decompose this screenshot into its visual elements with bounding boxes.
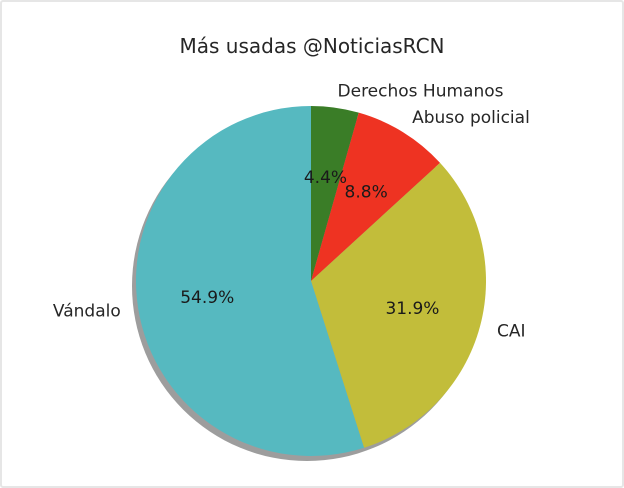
slice-label-cai: CAI xyxy=(497,322,526,342)
pie-slice-derechos-humanos xyxy=(311,106,359,281)
pie-slices xyxy=(135,106,486,456)
pie-slice-vandalo xyxy=(135,106,365,456)
slice-label-vandalo: Vándalo xyxy=(53,302,121,322)
slice-percent-cai: 31.9% xyxy=(385,299,439,319)
chart-title: Más usadas @NoticiasRCN xyxy=(179,34,444,58)
slice-percent-derechos-humanos: 4.4% xyxy=(304,168,347,188)
pie-labels: Derechos Humanos 4.4% Abuso policial 8.8% CA… xyxy=(53,81,530,341)
slice-percent-vandalo: 54.9% xyxy=(180,288,234,308)
slice-label-abuso-policial: Abuso policial xyxy=(412,108,530,128)
slice-label-derechos-humanos: Derechos Humanos xyxy=(338,81,504,101)
pie-slice-abuso-policial xyxy=(311,112,441,281)
pie-slice-cai xyxy=(311,162,486,448)
slice-percent-abuso-policial: 8.8% xyxy=(345,183,388,203)
